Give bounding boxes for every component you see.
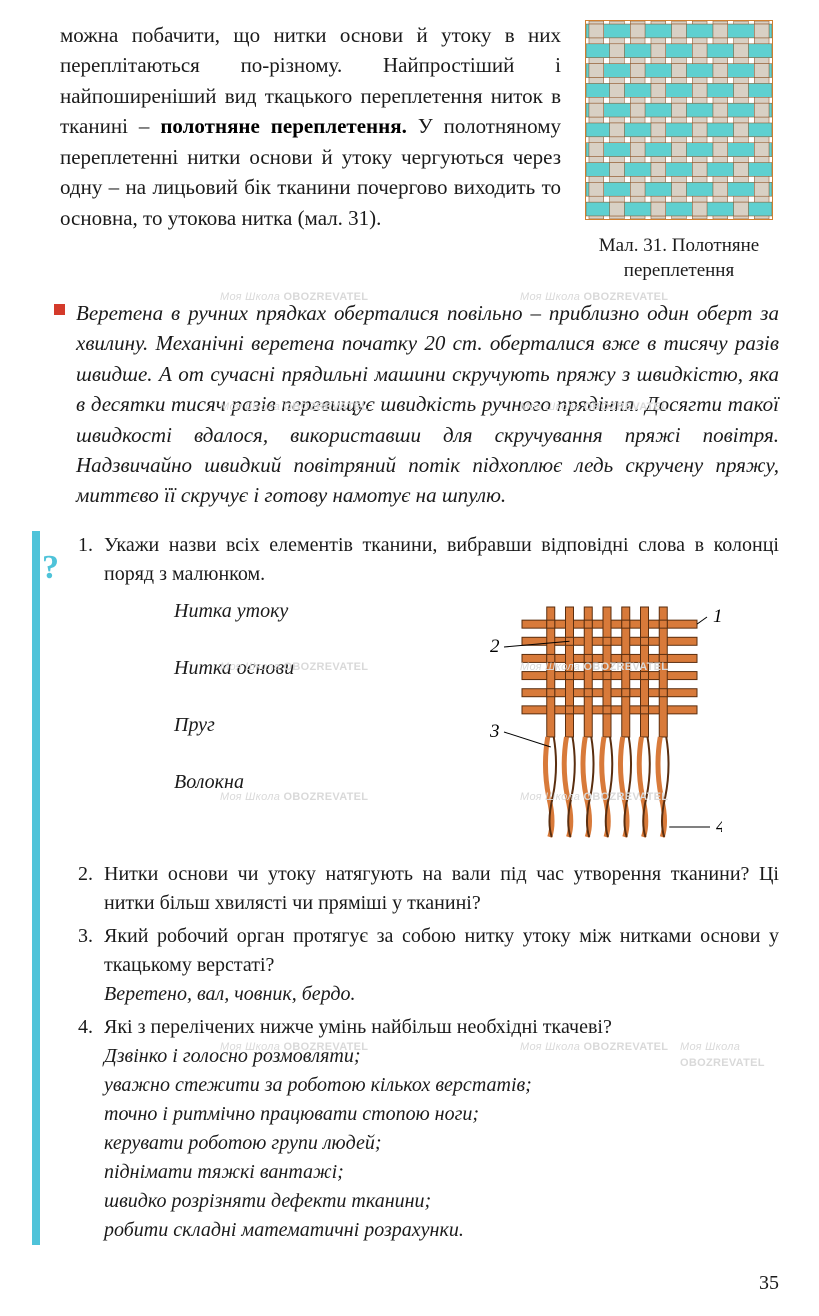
svg-text:3: 3 bbox=[489, 721, 500, 742]
q1-label-3: Волокна bbox=[174, 768, 384, 797]
top-section: можна побачити, що нитки основи й утоку … bbox=[60, 20, 779, 284]
svg-text:2: 2 bbox=[490, 636, 500, 657]
q3-number: 3. bbox=[78, 922, 104, 1009]
cyan-sidebar bbox=[32, 531, 40, 1245]
figure-31-caption: Мал. 31. Полотняне переплетення bbox=[579, 234, 779, 283]
info-block: Веретена в ручних прядках оберталися пов… bbox=[60, 298, 779, 511]
q4-option: робити складні математичні розрахунки. bbox=[104, 1216, 779, 1245]
questions-block: ? 1. Укажи назви всіх елементів тканини,… bbox=[60, 531, 779, 1245]
q4-text: Які з перелічених нижче умінь найбільш н… bbox=[104, 1016, 612, 1038]
q1-label-1: Нитка основи bbox=[174, 654, 384, 683]
question-mark-icon: ? bbox=[42, 543, 59, 592]
q1-text: Укажи назви всіх елементів тканини, вибр… bbox=[104, 534, 779, 585]
svg-text:1: 1 bbox=[713, 606, 722, 627]
q4-option: керувати роботою групи людей; bbox=[104, 1129, 779, 1158]
q4-option: точно і ритмічно працювати стопою ноги; bbox=[104, 1100, 779, 1129]
q4-option: швидко розрізняти дефекти тканини; bbox=[104, 1187, 779, 1216]
svg-text:4: 4 bbox=[716, 816, 722, 837]
q4-option: Дзвінко і голосно розмовляти; bbox=[104, 1042, 779, 1071]
q1-label-0: Нитка утоку bbox=[174, 597, 384, 626]
q4-option: уважно стежити за роботою кількох верста… bbox=[104, 1071, 779, 1100]
q2-text: Нитки основи чи утоку натягують на вали … bbox=[104, 860, 779, 918]
page-number: 35 bbox=[759, 1269, 779, 1298]
info-text: Веретена в ручних прядках оберталися пов… bbox=[76, 298, 779, 511]
question-1: 1. Укажи назви всіх елементів тканини, в… bbox=[78, 531, 779, 856]
q2-number: 2. bbox=[78, 860, 104, 918]
question-4: 4. Які з перелічених нижче умінь найбіль… bbox=[78, 1013, 779, 1245]
q4-number: 4. bbox=[78, 1013, 104, 1245]
q3-options: Веретено, вал, човник, бердо. bbox=[104, 983, 356, 1005]
fabric-elements-diagram: 1 2 3 4 bbox=[462, 597, 722, 847]
q4-options: Дзвінко і голосно розмовляти;уважно стеж… bbox=[104, 1042, 779, 1245]
plain-weave-diagram bbox=[585, 20, 773, 220]
q1-labels-column: Нитка утоку Нитка основи Пруг Волокна bbox=[104, 597, 384, 856]
question-2: 2. Нитки основи чи утоку натягують на ва… bbox=[78, 860, 779, 918]
q4-option: піднімати тяжкі вантажі; bbox=[104, 1158, 779, 1187]
question-list: 1. Укажи назви всіх елементів тканини, в… bbox=[78, 531, 779, 1245]
q3-text: Який робочий орган протягує за собою нит… bbox=[104, 925, 779, 976]
q1-number: 1. bbox=[78, 531, 104, 856]
q1-label-2: Пруг bbox=[174, 711, 384, 740]
top-paragraph: можна побачити, що нитки основи й утоку … bbox=[60, 20, 561, 284]
question-3: 3. Який робочий орган протягує за собою … bbox=[78, 922, 779, 1009]
red-square-icon bbox=[54, 304, 65, 315]
figure-31: Мал. 31. Полотняне переплетення bbox=[579, 20, 779, 284]
q1-figure: 1 2 3 4 bbox=[404, 597, 779, 856]
q1-content-row: Нитка утоку Нитка основи Пруг Волокна 1 2… bbox=[104, 597, 779, 856]
bold-term: полотняне переплетення. bbox=[160, 114, 407, 138]
